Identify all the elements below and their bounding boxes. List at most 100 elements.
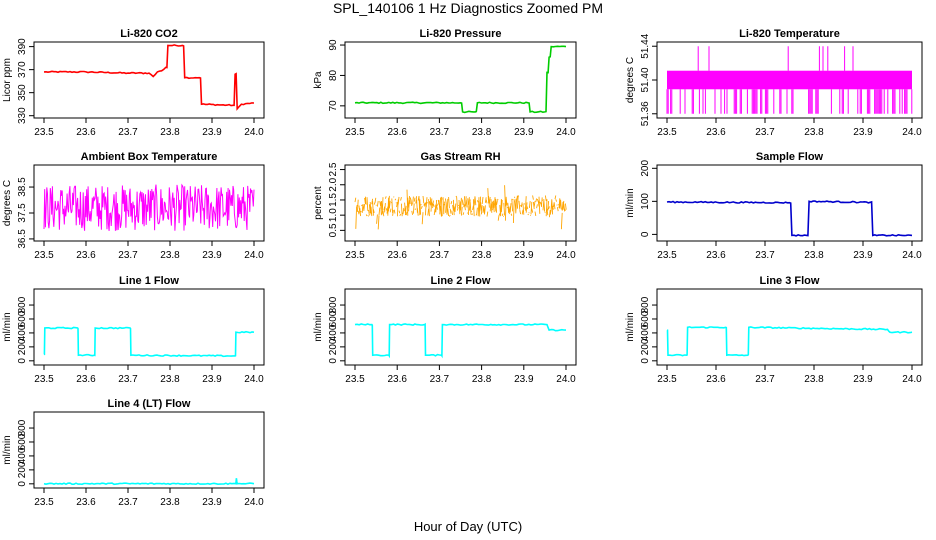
x-tick-label: 24.0 [244,374,264,385]
x-tick-label: 23.5 [657,250,677,261]
y-axis-label: degrees C [2,180,13,226]
y-tick-label: 600 [328,310,339,327]
x-tick-label: 23.9 [853,250,873,261]
y-tick-label: 51.36 [640,101,651,126]
plot-frame [33,41,265,119]
x-tick-label: 23.8 [160,374,180,385]
x-tick-label: 23.7 [755,250,775,261]
panel-title: Line 1 Flow [119,275,179,287]
y-axis-label: ml/min [2,435,13,464]
panel-7: Line 1 Flow 23.5 23.6 23.7 23.8 23.9 24.0 0 2004… [2,275,265,385]
y-axis-label: ml/min [2,312,13,341]
y-tick-label: 0.5 [328,223,339,237]
x-tick-label: 23.5 [34,250,54,261]
y-tick-label: 800 [640,296,651,313]
y-tick-label: 80 [328,69,339,81]
panel-title: Line 4 (LT) Flow [108,398,191,410]
y-tick-label: 2.5 [328,162,339,176]
y-tick-label: 330 [17,107,28,124]
y-tick-label: 100 [640,193,651,210]
plot-frame [33,411,265,489]
y-tick-label: 70 [328,100,339,112]
panel-6: Sample Flow 23.5 23.6 23.7 23.8 23.9 24.0 0 100 2… [625,151,923,261]
y-tick-label: 2.0 [328,177,339,191]
panel-5: Gas Stream RH 23.5 23.6 23.7 23.8 23.9 24.0 0.5… [313,151,577,261]
x-tick-label: 23.9 [202,497,222,508]
x-tick-label: 24.0 [244,127,264,138]
y-tick-label: 800 [17,419,28,436]
x-tick-label: 23.9 [853,374,873,385]
x-tick-label: 23.7 [118,250,138,261]
y-tick-label: 600 [640,310,651,327]
y-tick-label: 36.5 [17,229,28,249]
x-tick-label: 23.9 [202,127,222,138]
series-line [43,44,255,111]
x-tick-label: 23.8 [472,374,492,385]
x-tick-label: 23.7 [755,374,775,385]
panel-9: Line 3 Flow 23.5 23.6 23.7 23.8 23.9 24.0 0 2004… [625,275,923,385]
plot-frame [344,288,577,366]
y-axis-label: ml/min [625,188,636,217]
x-tick-label: 24.0 [556,250,576,261]
panel-title: Ambient Box Temperature [81,151,218,163]
y-axis-label: kPa [313,71,324,89]
x-tick-label: 23.6 [387,127,407,138]
series-line [43,183,255,231]
y-tick-label: 600 [17,310,28,327]
y-tick-label: 800 [328,296,339,313]
x-tick-label: 23.5 [657,374,677,385]
plot-frame [656,164,923,242]
y-tick-label: 400 [328,324,339,341]
y-tick-label: 1.0 [328,208,339,222]
y-tick-label: 800 [17,296,28,313]
panel-1: Li-820 CO2 23.5 23.6 23.7 23.8 23.9 24.0 330 350… [2,28,265,138]
plot-frame [656,288,923,366]
x-tick-label: 23.7 [755,127,775,138]
y-tick-label: 200 [328,338,339,355]
y-tick-label: 200 [17,461,28,478]
series-spikes [666,46,913,114]
x-tick-label: 23.6 [706,250,726,261]
x-tick-label: 23.9 [202,250,222,261]
x-tick-label: 23.5 [657,127,677,138]
x-tick-label: 23.6 [706,374,726,385]
x-tick-label: 24.0 [244,497,264,508]
panel-title: Li-820 CO2 [120,28,177,40]
x-tick-label: 24.0 [902,127,922,138]
x-tick-label: 23.8 [804,374,824,385]
y-tick-label: 400 [640,324,651,341]
y-tick-label: 200 [640,160,651,177]
x-tick-label: 24.0 [556,127,576,138]
x-tick-label: 23.6 [76,250,96,261]
panel-10: Line 4 (LT) Flow 23.5 23.6 23.7 23.8 23.9 24.0… [2,398,265,508]
x-tick-label: 23.8 [804,127,824,138]
x-tick-label: 23.5 [345,250,365,261]
x-tick-label: 23.8 [160,497,180,508]
y-tick-label: 0 [640,231,651,237]
y-tick-label: 90 [328,39,339,51]
x-tick-label: 23.6 [76,127,96,138]
x-tick-label: 23.9 [853,127,873,138]
y-tick-label: 200 [640,338,651,355]
x-tick-label: 23.9 [202,374,222,385]
y-tick-label: 370 [17,61,28,78]
x-tick-label: 23.5 [34,127,54,138]
x-tick-label: 23.6 [76,497,96,508]
y-tick-label: 51.44 [640,33,651,58]
panel-3: Li-820 Temperature 23.5 23.6 23.7 23.8 23.9 24… [625,28,923,138]
x-tick-label: 23.6 [706,127,726,138]
panel-title: Line 3 Flow [760,275,820,287]
x-tick-label: 24.0 [902,374,922,385]
x-tick-label: 23.6 [387,374,407,385]
series-line [666,200,913,237]
y-axis-label: degrees C [625,57,636,103]
y-tick-label: 390 [17,38,28,55]
panel-title: Li-820 Temperature [739,28,840,40]
y-tick-label: 37.5 [17,203,28,223]
series-band [667,70,912,90]
y-axis-label: ml/min [313,312,324,341]
panel-title: Sample Flow [756,151,824,163]
y-tick-label: 600 [17,433,28,450]
y-tick-label: 38.5 [17,177,28,197]
x-tick-label: 23.8 [472,127,492,138]
